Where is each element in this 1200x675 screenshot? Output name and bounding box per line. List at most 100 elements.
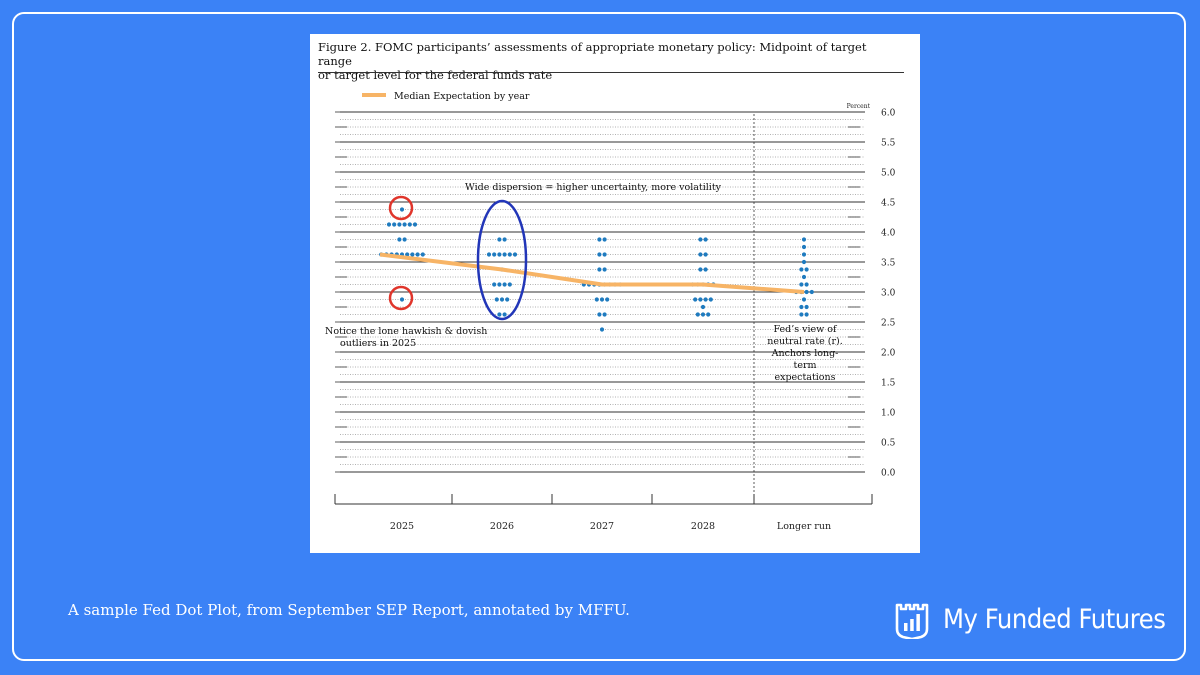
dot-2028 <box>698 237 703 242</box>
neutral-annotation-line1: Fed’s view of <box>773 324 838 335</box>
neutral-annotation-line4: term <box>794 360 817 371</box>
hawkish-outlier-circle <box>388 195 414 221</box>
x-tick-label: Longer run <box>777 521 831 532</box>
x-tick-label: 2028 <box>691 521 715 532</box>
dot-2025 <box>412 222 418 227</box>
dot-2028 <box>698 252 703 257</box>
y-tick-label: 3.5 <box>881 259 896 269</box>
dot-2026 <box>497 237 502 242</box>
y-tick-label: 4.5 <box>881 199 896 209</box>
dot-2026 <box>492 252 497 257</box>
x-tick-label: 2025 <box>390 521 414 532</box>
dot-plot-figure: Figure 2. FOMC participants’ assessments… <box>310 34 920 553</box>
dovish-outlier-circle <box>388 285 414 311</box>
figure-title-line2: or target level for the federal funds ra… <box>318 68 553 82</box>
dot-2025 <box>397 237 402 242</box>
dot-longer-run <box>801 297 807 302</box>
dot-2028 <box>695 312 700 317</box>
dot-2026 <box>499 297 505 302</box>
dot-longer-run <box>801 259 807 265</box>
dot-2026 <box>497 282 502 287</box>
figure-caption: A sample Fed Dot Plot, from September SE… <box>68 601 630 619</box>
outliers-annotation-line1: Notice the lone hawkish & dovish <box>325 326 487 337</box>
dot-2025 <box>410 252 415 257</box>
dot-2026 <box>486 252 492 257</box>
dot-2025 <box>420 252 425 257</box>
y-axis-label: Percent <box>847 103 871 110</box>
dot-2028 <box>693 297 698 302</box>
dot-2025 <box>402 237 407 242</box>
dot-2028 <box>703 297 708 302</box>
dot-longer-run <box>804 282 809 287</box>
dot-2025 <box>397 222 402 227</box>
dot-2027 <box>605 297 610 302</box>
dot-2027 <box>597 252 602 257</box>
dot-2028 <box>708 297 713 302</box>
dot-2026 <box>502 312 507 317</box>
dot-2026 <box>502 237 507 242</box>
y-tick-labels: 6.0 5.5 5.0 4.5 4.0 3.5 3.0 2.5 2.0 1.5 1.0 0.5 0.0 <box>881 109 896 479</box>
dot-2026 <box>507 282 512 287</box>
dot-longer-run <box>804 304 809 310</box>
dot-2025 <box>402 222 407 227</box>
y-tick-label: 1.5 <box>881 379 896 389</box>
figure-title-line1: Figure 2. FOMC participants’ assessments… <box>318 40 867 68</box>
y-tick-label: 5.0 <box>881 169 896 179</box>
dot-2026 <box>505 297 510 302</box>
dot-2025 <box>386 222 392 227</box>
dot-2028 <box>703 237 708 242</box>
dot-2027 <box>602 312 607 317</box>
dot-2027 <box>602 252 607 257</box>
dot-2025 <box>415 252 420 257</box>
dot-2027 <box>597 312 602 317</box>
dot-2028 <box>698 297 703 302</box>
brand-logo[interactable]: My Funded Futures <box>893 596 1190 642</box>
dot-2025 <box>405 252 410 257</box>
gridlines <box>335 111 865 473</box>
dot-longer-run <box>804 312 809 317</box>
neutral-annotation-line5: expectations <box>774 372 835 383</box>
dot-longer-run <box>804 289 809 295</box>
y-tick-label: 5.5 <box>881 139 896 149</box>
dot-2027 <box>597 267 602 272</box>
dot-2026 <box>497 252 502 257</box>
y-tick-label: 0.5 <box>881 439 896 449</box>
neutral-annotation-line3: Anchors long- <box>771 348 839 359</box>
brand-name: My Funded Futures <box>943 603 1166 635</box>
dot-2026 <box>497 312 502 317</box>
dot-2027 <box>602 237 607 242</box>
outliers-annotation-line2: outliers in 2025 <box>340 338 416 349</box>
x-tick-label: 2026 <box>490 521 514 532</box>
dot-2028 <box>700 312 706 317</box>
dot-2027 <box>602 267 607 272</box>
dot-2026 <box>502 252 507 257</box>
neutral-annotation-line2: neutral rate (r). <box>767 336 843 347</box>
dot-longer-run <box>801 237 807 242</box>
dot-longer-run <box>799 267 804 272</box>
dot-2026 <box>492 282 497 287</box>
dot-2027 <box>597 237 602 242</box>
dot-2028 <box>706 312 711 317</box>
dot-longer-run <box>799 312 804 317</box>
dot-longer-run <box>804 267 809 272</box>
dot-2026 <box>502 282 507 287</box>
x-tick-label: 2027 <box>590 521 614 532</box>
dot-longer-run <box>801 274 807 280</box>
dot-2028 <box>703 267 708 272</box>
median-line <box>379 252 805 294</box>
legend-label: Median Expectation by year <box>394 91 530 102</box>
dot-2028 <box>698 267 703 272</box>
page-frame <box>12 12 1186 661</box>
dot-longer-run <box>801 244 807 250</box>
y-tick-label: 2.0 <box>881 349 896 359</box>
dot-2026 <box>512 252 518 257</box>
y-tick-label: 2.5 <box>881 319 896 329</box>
y-tick-label: 4.0 <box>881 229 896 239</box>
dot-2026 <box>494 297 499 302</box>
dot-2028 <box>703 252 708 257</box>
dot-longer-run <box>799 304 804 310</box>
castle-chart-icon <box>895 603 929 639</box>
title-divider <box>318 72 904 73</box>
dot-longer-run <box>799 282 804 287</box>
dot-2027 <box>599 297 605 302</box>
